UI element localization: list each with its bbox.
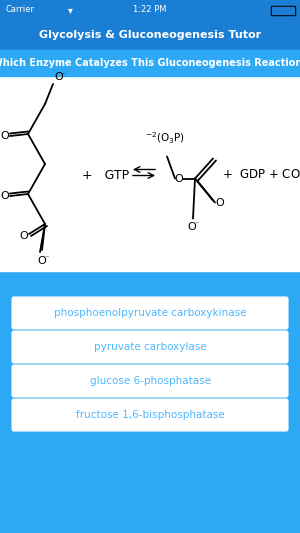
Text: +  GDP + CO$_2$: + GDP + CO$_2$ (222, 168, 300, 183)
Text: O: O (37, 256, 46, 266)
Text: ⁻: ⁻ (60, 70, 64, 79)
FancyBboxPatch shape (12, 399, 288, 431)
Text: O: O (54, 72, 63, 82)
Text: phosphoenolpyruvate carboxykinase: phosphoenolpyruvate carboxykinase (54, 308, 246, 318)
Text: O: O (0, 191, 9, 201)
Text: glucose 6-phosphatase: glucose 6-phosphatase (89, 376, 211, 386)
Text: O: O (0, 131, 9, 141)
Bar (0, 0, 300, 20)
FancyBboxPatch shape (12, 297, 288, 329)
Text: 1:22 PM: 1:22 PM (133, 5, 167, 14)
Text: O: O (215, 198, 224, 207)
Text: $^{-2}$(O$_3$P): $^{-2}$(O$_3$P) (145, 131, 185, 147)
Text: fructose 1,6-bisphosphatase: fructose 1,6-bisphosphatase (76, 410, 224, 420)
Bar (272, 7, 294, 14)
Bar (0, 50, 300, 76)
Text: ▾: ▾ (68, 5, 73, 15)
Text: O: O (187, 222, 196, 232)
Bar (271, 6, 295, 15)
Text: Glycolysis & Gluconeogenesis Tutor: Glycolysis & Gluconeogenesis Tutor (39, 30, 261, 40)
Bar (0, 76, 300, 271)
Text: O: O (174, 174, 183, 183)
FancyBboxPatch shape (12, 331, 288, 363)
FancyBboxPatch shape (12, 365, 288, 397)
Text: O: O (19, 231, 28, 241)
Text: +   GTP: + GTP (82, 169, 129, 182)
Text: Which Enzyme Catalyzes This Gluconeogenesis Reaction?: Which Enzyme Catalyzes This Gluconeogene… (0, 58, 300, 68)
Text: Carrier: Carrier (6, 5, 35, 14)
Text: ⁻: ⁻ (44, 253, 48, 262)
Text: pyruvate carboxylase: pyruvate carboxylase (94, 342, 206, 352)
Bar (0, 20, 300, 50)
Text: ⁻: ⁻ (194, 220, 198, 229)
